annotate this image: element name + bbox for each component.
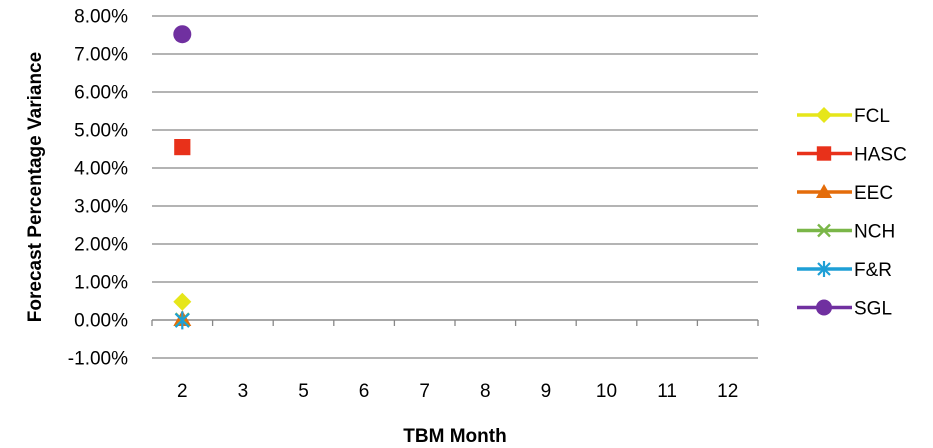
legend-item: FCL <box>797 106 890 127</box>
y-tick-label: -1.00% <box>68 349 128 370</box>
legend-item: F&R <box>797 260 892 281</box>
x-tick-label: 11 <box>657 381 677 402</box>
y-tick-label: 2.00% <box>74 235 128 256</box>
legend-marker <box>817 261 831 277</box>
x-tick-label: 3 <box>238 381 249 402</box>
x-axis-title: TBM Month <box>403 426 506 447</box>
x-tick-marks <box>151 320 759 326</box>
y-tick-label: 3.00% <box>74 197 128 218</box>
legend-label: SGL <box>854 299 892 320</box>
y-tick-label: 0.00% <box>74 311 128 332</box>
y-tick-label: 7.00% <box>74 45 128 66</box>
legend: FCL HASC EEC NCH F&R SGL <box>797 106 907 320</box>
legend-item: HASC <box>797 145 907 166</box>
legend-label: F&R <box>854 260 892 281</box>
legend-label: HASC <box>854 145 907 166</box>
x-tick-label: 6 <box>359 381 370 402</box>
legend-item: EEC <box>797 183 893 204</box>
data-point-f-r <box>174 311 190 330</box>
legend-label: NCH <box>854 222 895 243</box>
y-tick-label: 6.00% <box>74 83 128 104</box>
legend-label: FCL <box>854 106 890 127</box>
x-tick-label: 7 <box>419 381 430 402</box>
data-point-fcl <box>173 292 192 311</box>
legend-marker <box>816 299 832 316</box>
legend-item: SGL <box>797 299 892 320</box>
legend-marker <box>816 184 832 198</box>
y-tick-label: 5.00% <box>74 121 128 142</box>
y-tick-label: 4.00% <box>74 159 128 180</box>
legend-item: NCH <box>797 222 895 243</box>
x-tick-label: 12 <box>717 381 738 402</box>
data-points <box>173 25 192 330</box>
legend-label: EEC <box>854 183 893 204</box>
data-point-sgl <box>173 25 192 44</box>
gridlines <box>152 15 758 359</box>
data-point-hasc <box>174 139 191 156</box>
legend-marker <box>816 146 832 161</box>
x-tick-labels: 2 3 5 6 7 8 9 10 11 12 <box>177 381 738 402</box>
y-tick-labels: -1.00% 0.00% 1.00% 2.00% 3.00% 4.00% 5.00% 6.00… <box>68 7 128 370</box>
y-axis-title: Forecast Percentage Variance <box>25 52 46 322</box>
x-tick-label: 8 <box>480 381 491 402</box>
legend-marker <box>816 107 832 123</box>
y-tick-label: 1.00% <box>74 273 128 294</box>
x-tick-label: 10 <box>596 381 617 402</box>
y-tick-label: 8.00% <box>74 7 128 28</box>
x-tick-label: 2 <box>177 381 188 402</box>
x-tick-label: 9 <box>541 381 552 402</box>
x-tick-label: 5 <box>298 381 309 402</box>
legend-marker <box>817 223 831 238</box>
